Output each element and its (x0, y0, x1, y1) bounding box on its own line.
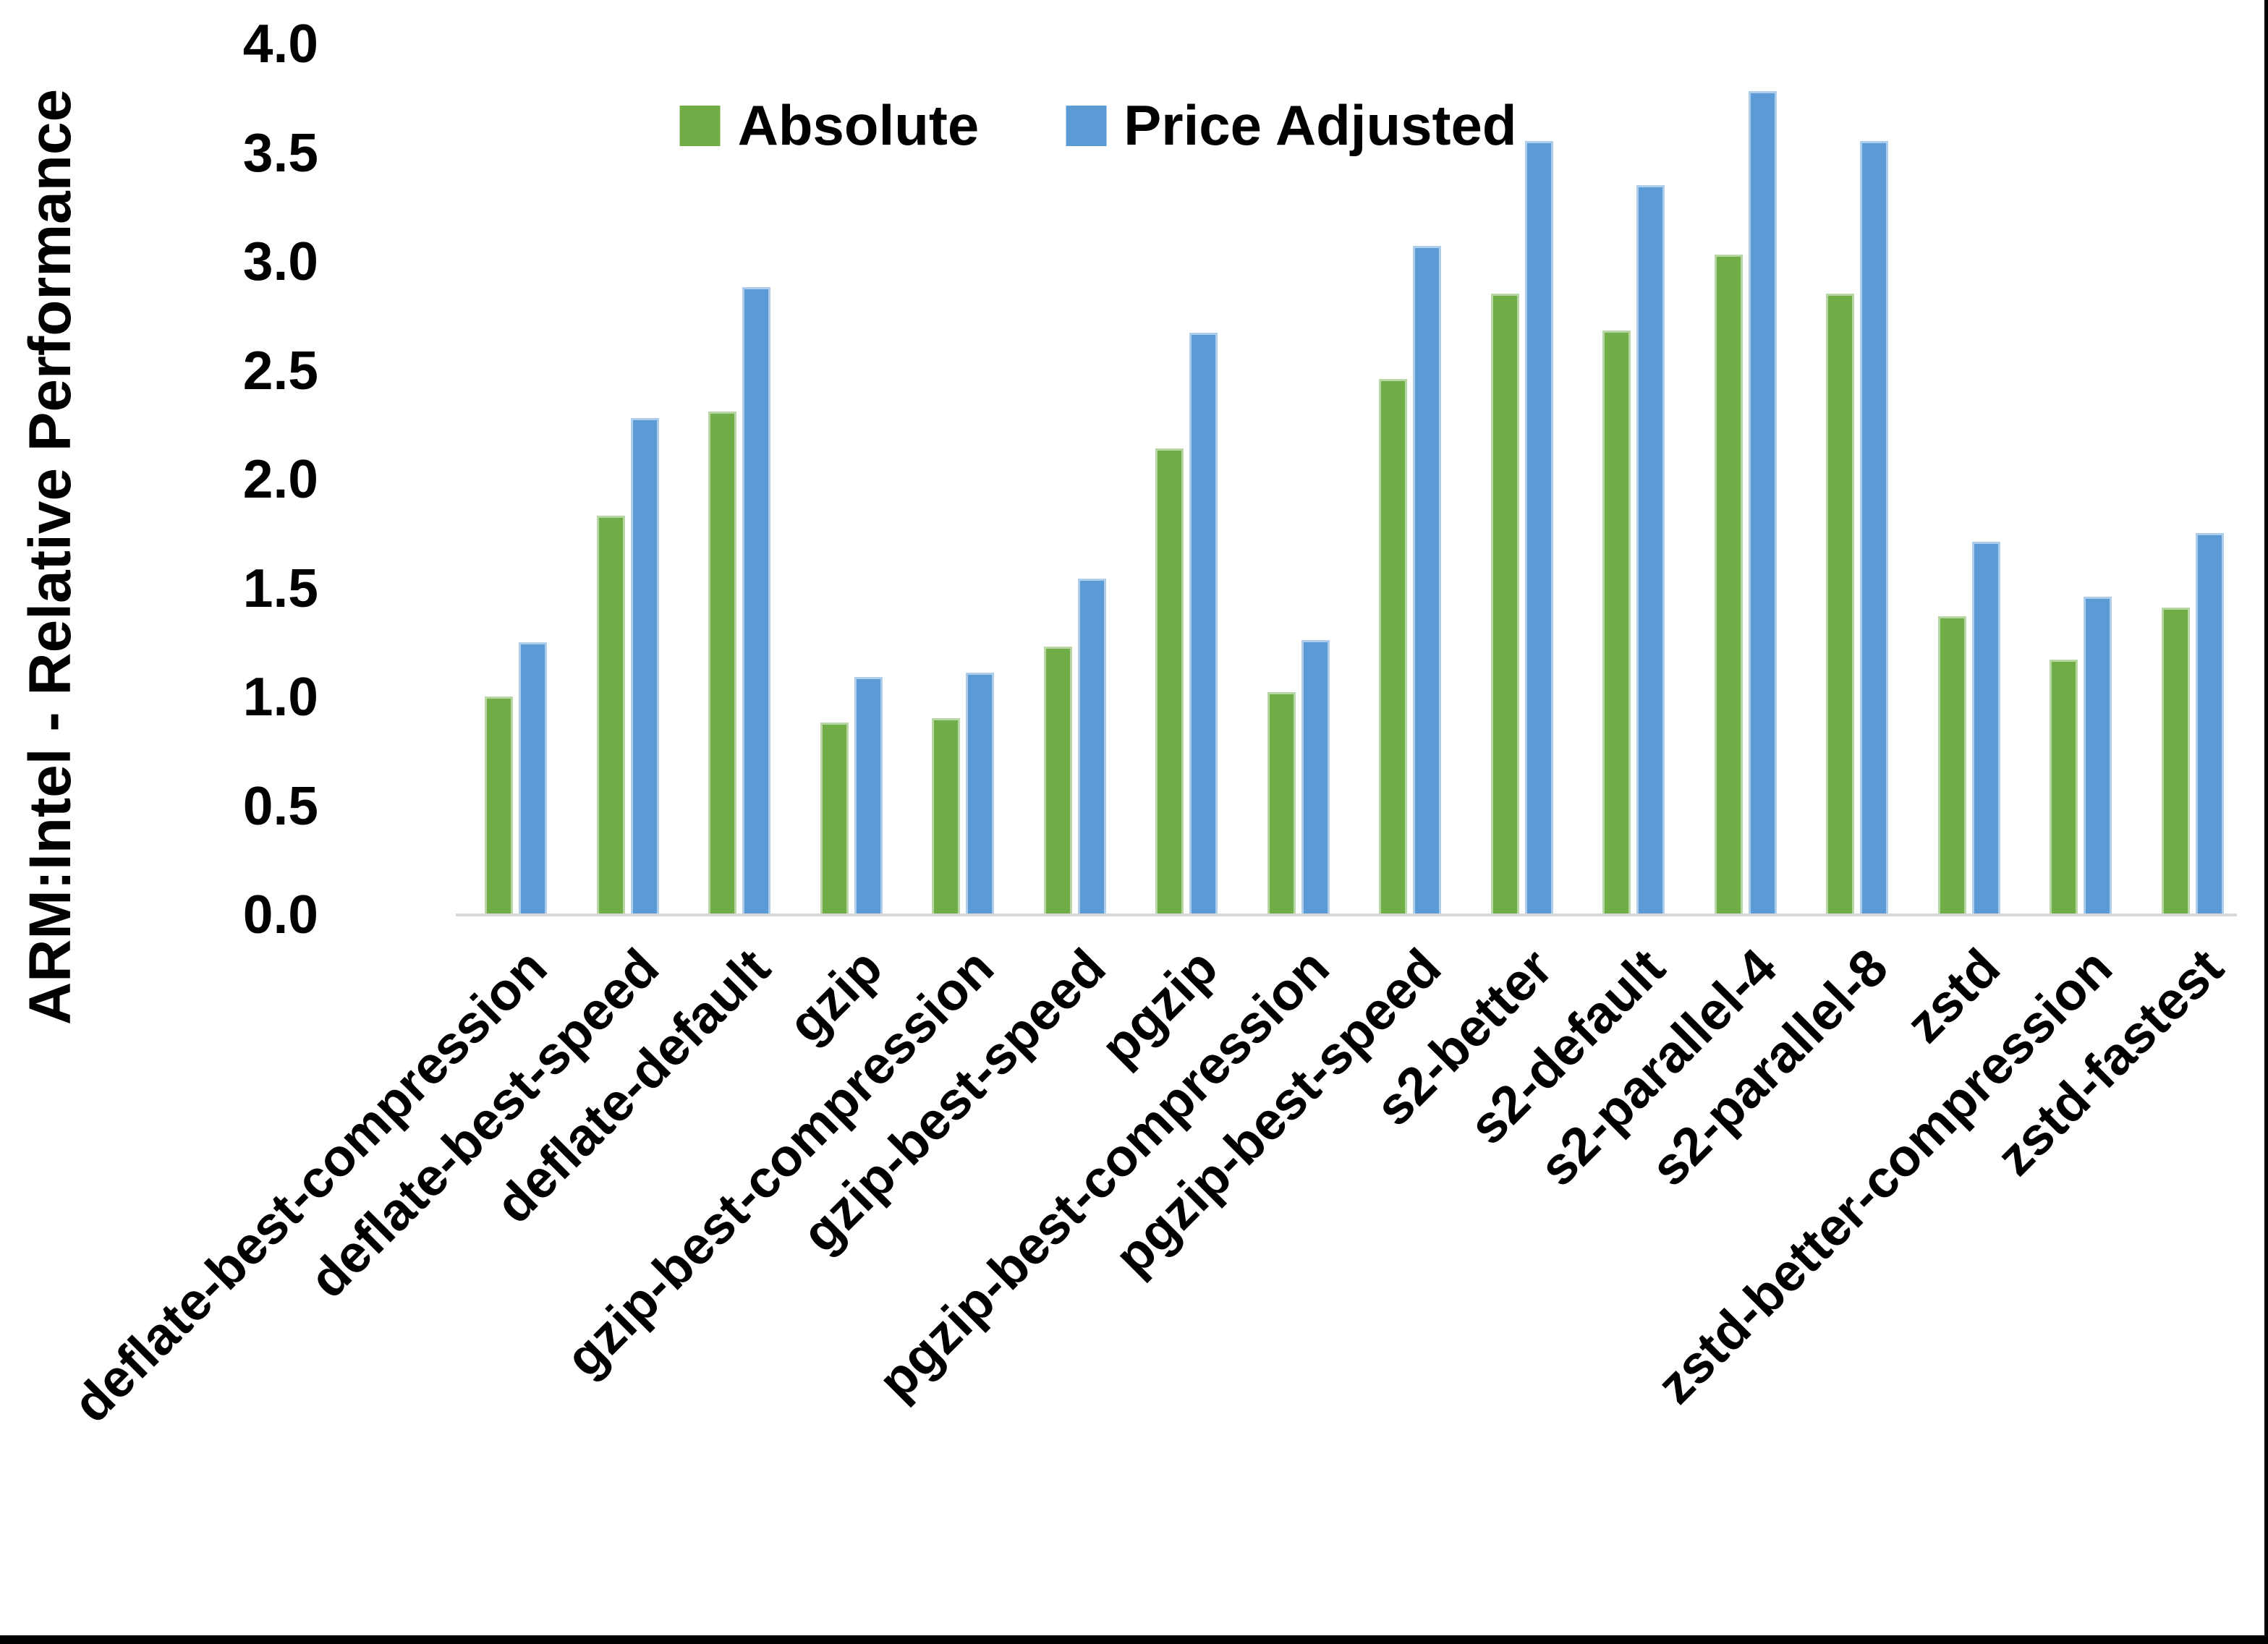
bar-absolute-s2-parallel-4 (1714, 254, 1743, 914)
bar-group-s2-better: s2-better (1364, 43, 1564, 1137)
legend-label: Price Adjusted (1124, 93, 1517, 157)
bar-group-gzip-best-speed: gzip-best-speed (791, 43, 1117, 1264)
bar-absolute-pgzip (1155, 448, 1184, 914)
bar-price-adjusted-s2-parallel-4 (1748, 91, 1777, 914)
y-tick-label: 2.5 (242, 339, 318, 401)
bar-price-adjusted-pgzip-best-speed (1413, 245, 1442, 914)
bar-absolute-gzip (820, 723, 849, 914)
bar-absolute-s2-better (1490, 294, 1519, 914)
bar-price-adjusted-s2-default (1636, 184, 1665, 914)
bar-group-pgzip-best-speed: pgzip-best-speed (1104, 43, 1452, 1286)
y-tick-label: 2.0 (242, 448, 318, 509)
bar-group-pgzip-best-compression: pgzip-best-compression (867, 43, 1341, 1411)
bar-absolute-pgzip-best-speed (1379, 378, 1408, 914)
bar-price-adjusted-deflate-best-speed (630, 417, 659, 914)
bar-absolute-gzip-best-compression (932, 718, 961, 914)
y-tick-label: 3.5 (242, 122, 318, 183)
bar-absolute-s2-default (1602, 331, 1631, 914)
bar-group-zstd-fastest: zstd-fastest (1986, 43, 2235, 1187)
bar-group-deflate-best-compression: deflate-best-compression (62, 43, 558, 1434)
bar-price-adjusted-s2-better (1524, 141, 1553, 914)
y-axis-title-box: ARM:Intel - Relative Performance (14, 51, 87, 1063)
x-category-label: deflate-best-compression (61, 937, 558, 1434)
bar-absolute-s2-parallel-8 (1826, 294, 1855, 914)
bar-price-adjusted-deflate-best-compression (519, 642, 547, 914)
bar-price-adjusted-deflate-default (742, 287, 771, 914)
bar-absolute-deflate-default (708, 411, 737, 914)
bar-group-s2-parallel-4: s2-parallel-4 (1528, 43, 1788, 1197)
bar-price-adjusted-gzip-best-speed (1077, 579, 1106, 914)
y-tick-label: 4.0 (242, 13, 318, 74)
bar-price-adjusted-zstd-better-compression (2084, 596, 2112, 914)
bar-absolute-zstd-fastest (2161, 607, 2190, 914)
bar-group-gzip: gzip (777, 43, 893, 1054)
bar-group-deflate-best-speed: deflate-best-speed (298, 43, 670, 1309)
bar-group-s2-parallel-8: s2-parallel-8 (1640, 43, 1899, 1197)
y-tick-label: 3.0 (242, 231, 318, 291)
y-tick-label: 0.0 (242, 884, 318, 945)
plot-area: deflate-best-compression deflate-best-spe… (62, 43, 2237, 1434)
bar-price-adjusted-pgzip-best-compression (1301, 639, 1330, 914)
bar-group-gzip-best-compression: gzip-best-compression (555, 43, 1005, 1388)
y-tick-label: 1.5 (242, 557, 318, 618)
bar-price-adjusted-zstd (1971, 542, 2000, 914)
bar-absolute-deflate-best-speed (596, 516, 625, 914)
legend-swatch-price-adjusted (1066, 105, 1107, 146)
bar-price-adjusted-s2-parallel-8 (1860, 141, 1889, 914)
legend-label: Absolute (737, 93, 980, 157)
legend: Absolute Price Adjusted (679, 93, 1517, 158)
bar-price-adjusted-gzip (854, 676, 883, 914)
bar-group-zstd: zstd (1895, 43, 2011, 1054)
bar-group-zstd-better-compression: zstd-better-compression (1646, 43, 2123, 1415)
legend-item-absolute: Absolute (679, 93, 980, 158)
bar-price-adjusted-zstd-fastest (2195, 533, 2224, 914)
bar-group-pgzip: pgzip (1090, 43, 1228, 1077)
bar-absolute-pgzip-best-compression (1267, 691, 1296, 914)
bar-absolute-zstd-better-compression (2050, 659, 2078, 914)
y-tick-label: 1.0 (242, 666, 318, 727)
y-tick-label: 0.5 (242, 775, 318, 836)
bar-absolute-deflate-best-compression (485, 697, 513, 914)
legend-item-price-adjusted: Price Adjusted (1066, 93, 1517, 158)
bar-absolute-zstd (1937, 616, 1966, 914)
bar-group-deflate-default: deflate-default (485, 43, 781, 1235)
y-axis-title: ARM:Intel - Relative Performance (17, 88, 84, 1026)
bar-absolute-gzip-best-speed (1043, 646, 1072, 914)
bar-price-adjusted-gzip-best-compression (966, 672, 995, 914)
bar-groups: deflate-best-compression deflate-best-spe… (62, 43, 2235, 1434)
bar-group-s2-default: s2-default (1458, 43, 1675, 1156)
bar-price-adjusted-pgzip (1189, 333, 1218, 914)
x-axis-line (456, 913, 2237, 916)
legend-swatch-absolute (679, 105, 721, 146)
